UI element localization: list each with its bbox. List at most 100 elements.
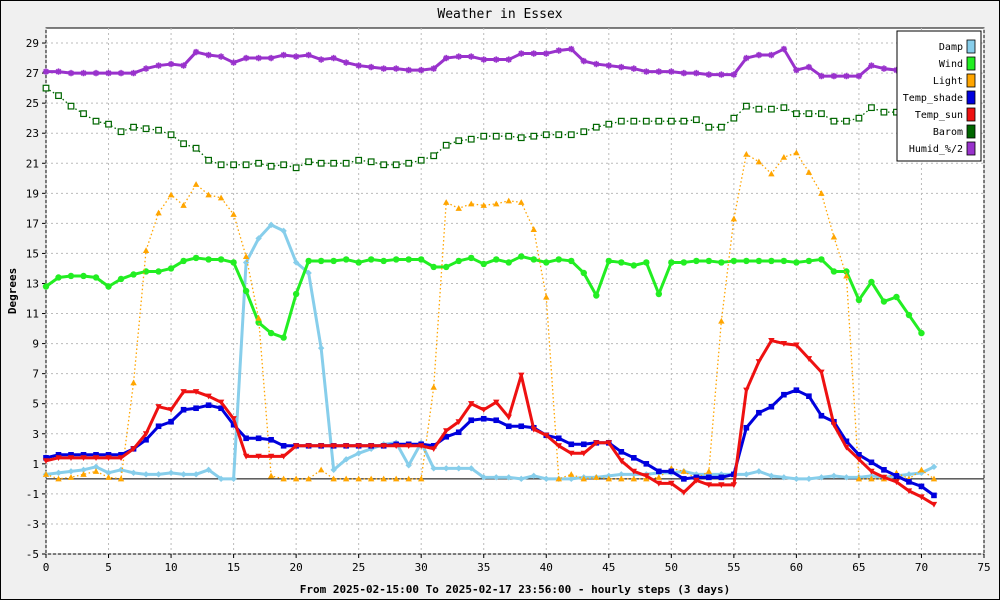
data-point [668,68,675,75]
data-point [580,441,587,448]
data-point [130,69,137,77]
data-point [93,452,99,458]
data-point [418,475,425,482]
data-point [117,475,125,482]
y-tick-label: 3 [32,428,39,441]
data-point [130,469,137,477]
y-tick-label: 27 [26,67,39,80]
data-point [655,480,663,487]
data-point [80,471,87,477]
data-point [830,268,838,275]
data-point [493,56,500,63]
data-point [230,161,238,169]
data-point [493,417,500,424]
data-point [480,407,487,413]
data-point [868,459,875,466]
data-point [155,268,162,275]
data-point [805,63,813,71]
data-point [792,110,800,118]
data-point [455,429,462,436]
data-point [92,455,100,462]
data-point [805,257,813,265]
data-point [705,471,713,478]
data-point [355,450,362,457]
data-point [480,202,487,208]
x-tick-label: 15 [227,561,240,574]
data-point [305,443,312,449]
data-point [230,475,237,483]
data-point [455,53,462,60]
data-point [80,466,87,474]
data-point [380,161,388,169]
data-point [317,56,325,63]
data-point [430,65,437,72]
data-point [742,102,750,110]
data-point [505,259,512,266]
data-point [630,65,638,72]
data-point [706,474,712,481]
data-point [680,259,688,266]
data-point [430,465,437,472]
data-point [505,423,512,430]
data-point [180,389,187,395]
data-point [43,455,49,461]
data-point [292,290,300,298]
data-point [568,450,575,457]
data-point [743,424,750,431]
legend-label: Light [933,76,963,87]
data-point [292,259,300,266]
y-tick-label: 15 [26,247,39,260]
data-point [405,66,412,74]
data-point [155,423,162,430]
data-point [317,466,325,473]
data-point [330,466,337,474]
data-point [205,466,212,474]
data-point [480,56,487,63]
data-point [768,338,775,344]
data-point [668,480,675,487]
data-point [330,443,337,449]
data-point [192,181,200,187]
y-tick-label: 21 [26,157,39,170]
data-point [480,474,487,481]
data-point [905,311,913,319]
data-point [118,452,124,458]
data-point [242,259,250,266]
data-point [618,63,625,71]
data-point [455,137,463,145]
data-point [217,194,225,201]
data-point [905,471,913,478]
data-point [92,69,100,77]
data-point [230,416,237,422]
data-point [492,132,500,140]
data-point [768,51,775,59]
data-point [180,406,187,413]
data-point [543,475,550,483]
data-point [692,116,700,124]
x-tick-label: 0 [43,561,50,574]
data-point [468,200,475,207]
data-point [818,72,825,80]
data-point [443,263,450,271]
data-point [930,475,938,482]
data-point [805,110,813,118]
data-point [493,256,500,263]
data-point [730,257,738,265]
data-point [543,50,550,57]
data-point [830,117,838,125]
data-point [230,211,237,217]
x-tick-label: 10 [164,561,177,574]
data-point [55,452,62,458]
data-point [55,475,62,482]
data-point [780,257,788,265]
data-point [42,471,50,477]
data-point [705,257,713,265]
data-point [255,314,262,321]
data-point [405,443,412,449]
data-point [292,164,300,172]
data-point [730,114,738,122]
data-point [292,475,300,482]
data-point [155,471,162,478]
data-point [167,469,175,477]
